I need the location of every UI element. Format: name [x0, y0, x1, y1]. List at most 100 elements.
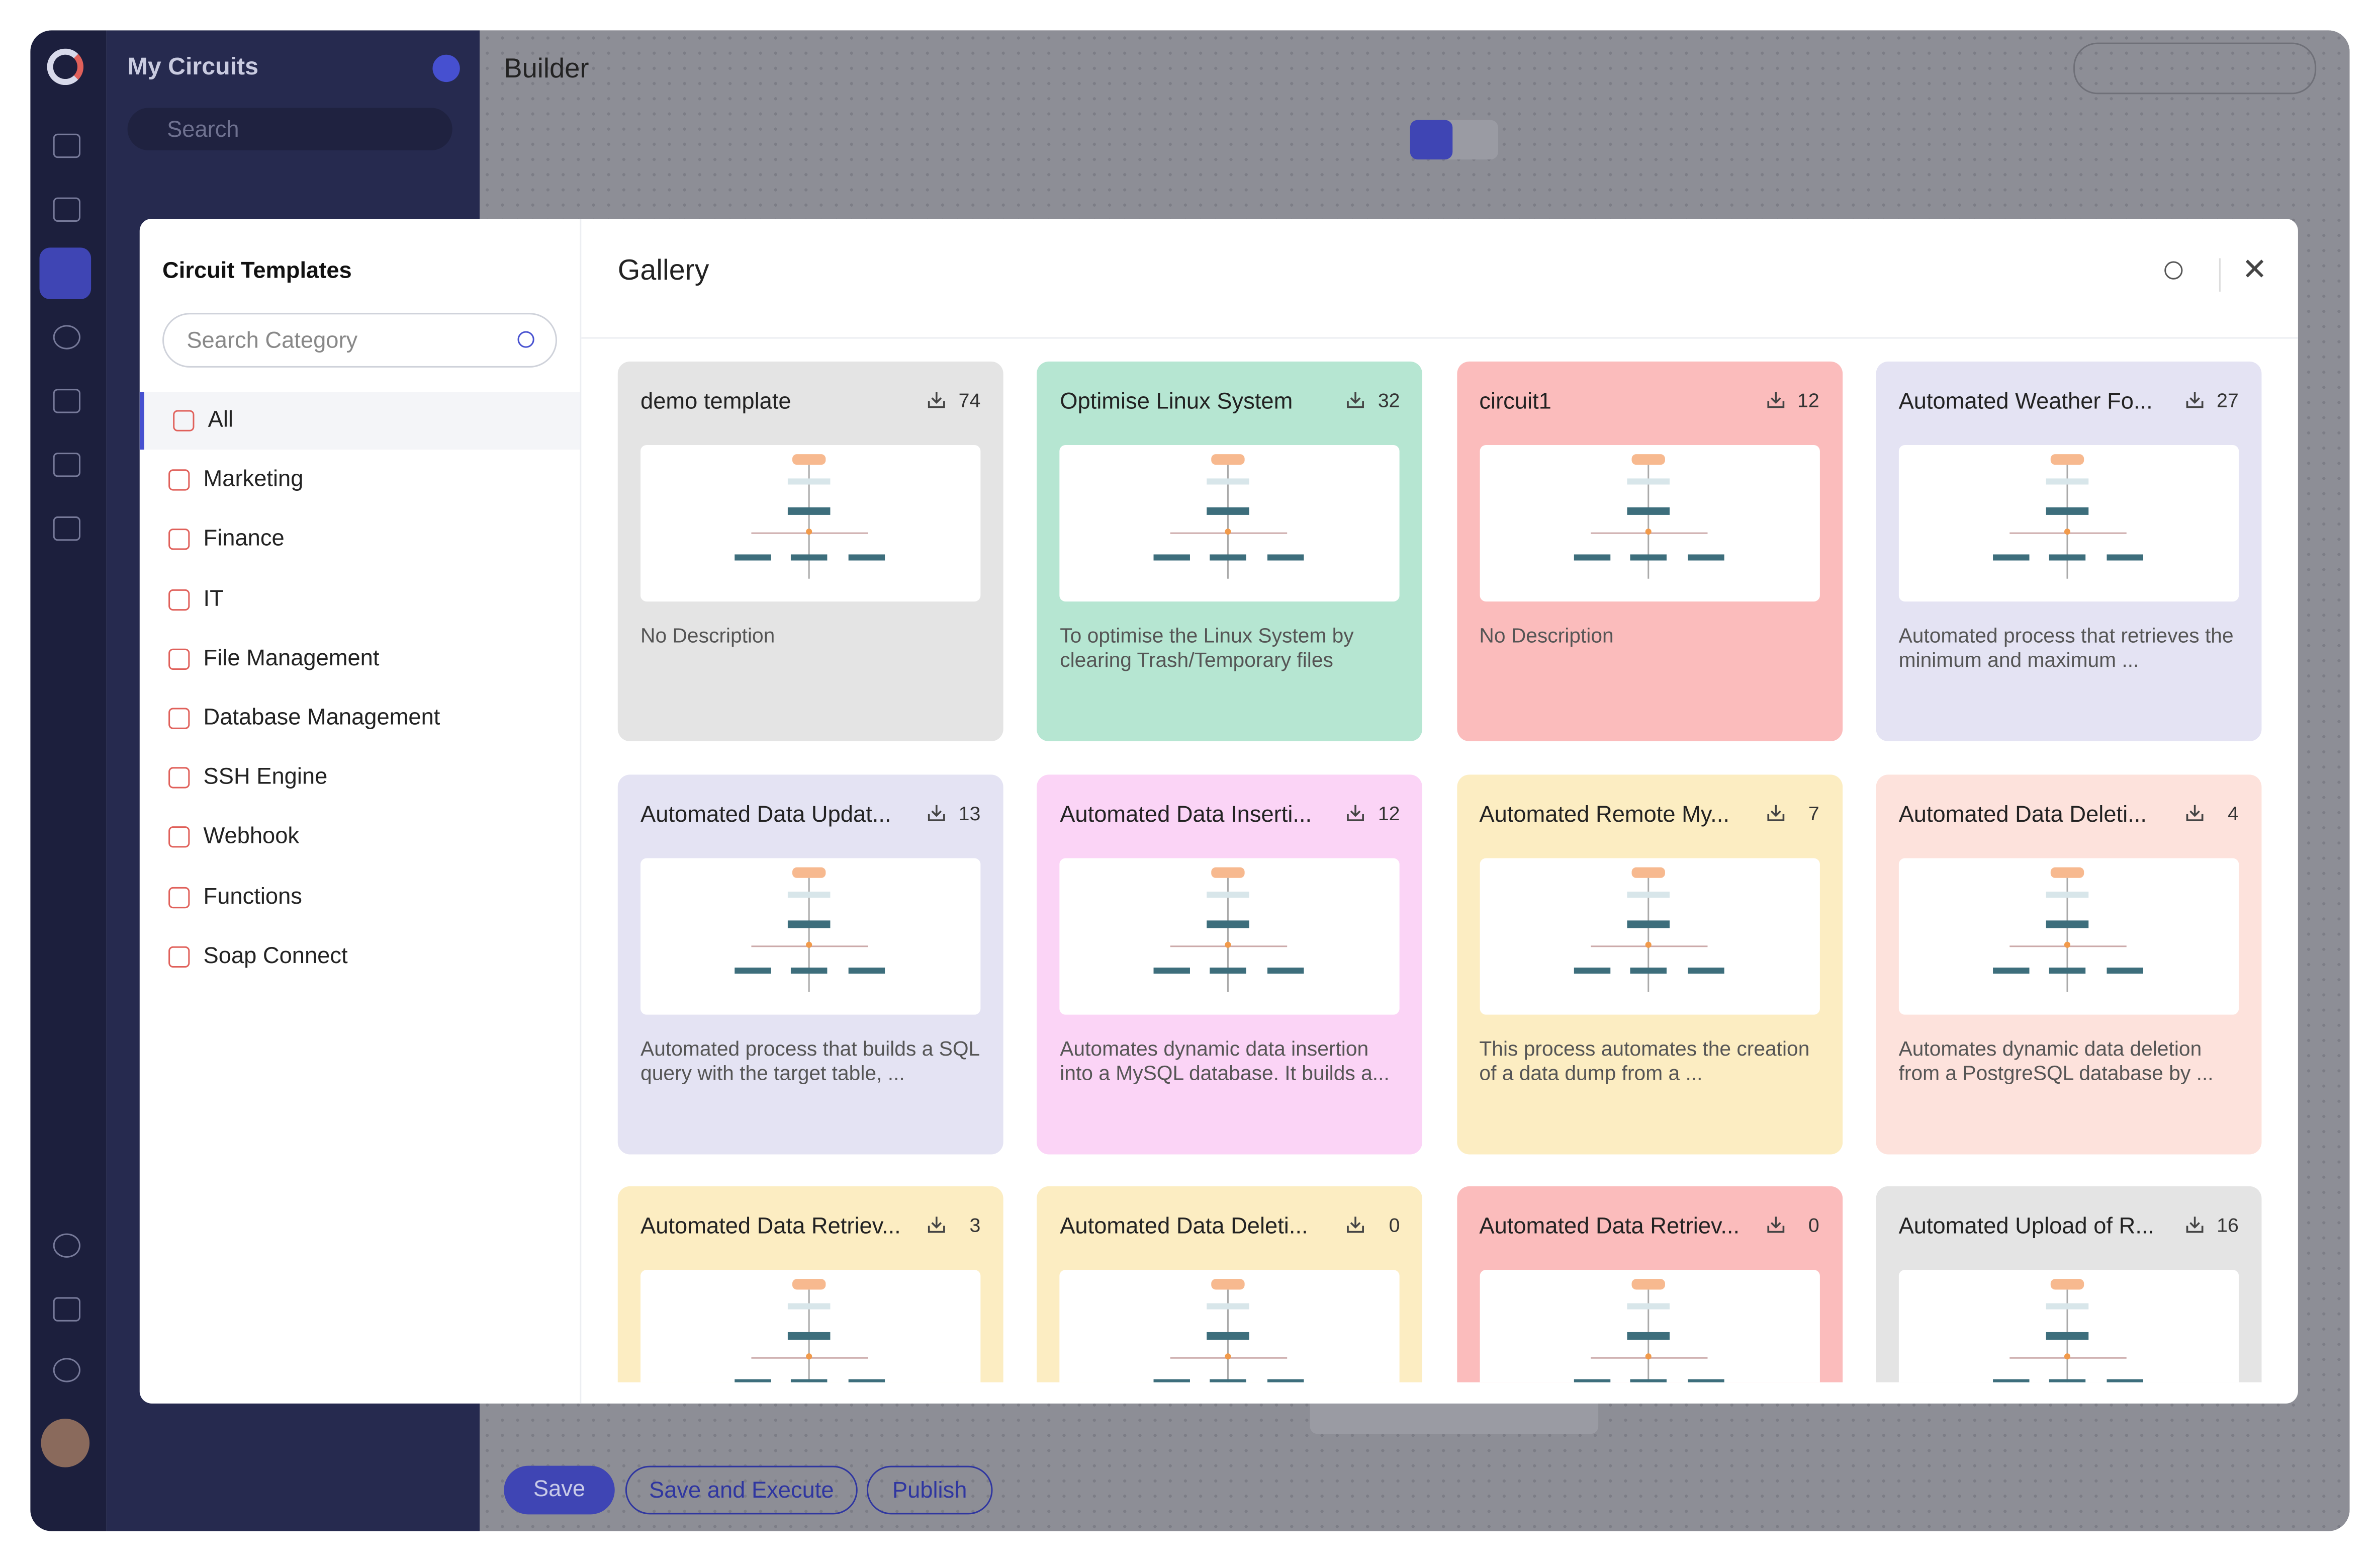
thumbnail: [735, 1279, 885, 1382]
category-item[interactable]: Marketing: [140, 452, 580, 509]
category-icon: [168, 469, 190, 491]
panel-title: Circuit Templates: [162, 258, 352, 284]
card-thumbnail: [1479, 1270, 1819, 1382]
download-count: 7: [1808, 801, 1819, 824]
card-description: No Description: [640, 624, 775, 647]
category-icon: [168, 767, 190, 789]
category-label: Marketing: [203, 466, 304, 493]
category-label: Soap Connect: [203, 943, 348, 969]
category-item[interactable]: All: [139, 392, 580, 450]
category-item[interactable]: IT: [140, 570, 580, 628]
category-label: SSH Engine: [203, 764, 328, 791]
category-label: Finance: [203, 526, 285, 552]
category-icon: [168, 529, 190, 551]
add-button[interactable]: [432, 54, 460, 82]
nav-icon[interactable]: [53, 1297, 81, 1322]
card-title: Automated Remote My...: [1479, 801, 1729, 827]
card-description: Automates dynamic data insertion into a …: [1060, 1036, 1390, 1084]
download-icon: [1767, 1217, 1784, 1233]
download-icon: [928, 392, 945, 408]
search-placeholder: Search: [167, 117, 239, 143]
download-count: 32: [1378, 389, 1400, 412]
card-title: Automated Data Retriev...: [640, 1213, 901, 1240]
mode-active[interactable]: [1410, 120, 1453, 160]
category-item[interactable]: File Management: [140, 630, 580, 688]
thumbnail: [735, 866, 885, 991]
footer-button[interactable]: Publish: [866, 1465, 993, 1515]
category-search[interactable]: Search Category: [162, 313, 558, 368]
thumbnail: [1992, 866, 2143, 991]
thumbnail: [1154, 454, 1305, 579]
nav-icon[interactable]: [53, 516, 81, 541]
close-button[interactable]: ✕: [2242, 253, 2267, 287]
category-item[interactable]: Finance: [140, 511, 580, 569]
card-thumbnail: [640, 445, 981, 602]
template-card[interactable]: Automated Data Retriev... 0: [1456, 1186, 1842, 1382]
card-title: Optimise Linux System: [1060, 389, 1293, 415]
category-label: File Management: [203, 645, 380, 671]
download-icon: [2186, 1217, 2204, 1233]
template-card[interactable]: Automated Remote My... 7 This process auto…: [1456, 773, 1842, 1154]
logo: [47, 48, 84, 85]
template-card[interactable]: Optimise Linux System 32 To optimise the L…: [1037, 361, 1423, 741]
download-count: 16: [2217, 1213, 2239, 1237]
sidebar-search[interactable]: Search: [127, 108, 452, 151]
thumbnail: [735, 454, 885, 579]
nav-icon[interactable]: [53, 197, 81, 222]
template-card[interactable]: Automated Upload of R... 16: [1876, 1186, 2262, 1382]
card-thumbnail: [1479, 857, 1819, 1014]
avatar[interactable]: [41, 1419, 90, 1467]
nav-icon[interactable]: [53, 1233, 81, 1258]
view-toggle[interactable]: [2073, 42, 2317, 95]
category-icon: [168, 708, 190, 729]
search-button[interactable]: [2164, 261, 2183, 280]
thumbnail: [1573, 1279, 1724, 1382]
category-icon: [168, 648, 190, 670]
nav-icon[interactable]: [53, 453, 81, 477]
card-title: Automated Data Deleti...: [1898, 801, 2147, 827]
card-title: Automated Data Inserti...: [1060, 801, 1312, 827]
gallery-title: Gallery: [617, 255, 709, 287]
thumbnail: [1573, 454, 1724, 579]
thumbnail: [1992, 454, 2143, 579]
download-count: 74: [958, 389, 981, 412]
category-item[interactable]: Soap Connect: [140, 928, 580, 986]
card-thumbnail: [1060, 857, 1400, 1014]
template-card[interactable]: Automated Data Deleti... 0: [1037, 1186, 1423, 1382]
category-label: All: [208, 407, 233, 433]
card-thumbnail: [640, 857, 981, 1014]
page-title: Builder: [504, 53, 589, 84]
template-card[interactable]: Automated Weather Fo... 27 Automated proce…: [1876, 361, 2262, 741]
footer-button[interactable]: Save: [504, 1465, 615, 1515]
card-title: Automated Data Deleti...: [1060, 1213, 1308, 1240]
download-count: 12: [1797, 389, 1819, 412]
category-item[interactable]: Webhook: [140, 809, 580, 866]
footer-button[interactable]: Save and Execute: [625, 1465, 858, 1515]
download-count: 3: [969, 1213, 981, 1237]
category-item[interactable]: Functions: [140, 868, 580, 926]
nav-icon[interactable]: [53, 1358, 81, 1382]
template-card[interactable]: Automated Data Inserti... 12 Automates dyn…: [1037, 773, 1423, 1154]
category-icon: [168, 946, 190, 968]
template-card[interactable]: Automated Data Retriev... 3: [617, 1186, 1003, 1382]
category-item[interactable]: Database Management: [140, 689, 580, 747]
download-icon: [928, 804, 945, 821]
template-card[interactable]: circuit1 12 No Description: [1456, 361, 1842, 741]
mode-switch: [1410, 120, 1498, 160]
nav-icon[interactable]: [53, 325, 81, 350]
template-card[interactable]: demo template 74 No Description: [617, 361, 1003, 741]
download-count: 0: [1389, 1213, 1400, 1237]
nav-icon[interactable]: [53, 389, 81, 413]
category-item[interactable]: SSH Engine: [140, 749, 580, 807]
card-title: demo template: [640, 389, 791, 415]
template-card[interactable]: Automated Data Updat... 13 Automated proce…: [617, 773, 1003, 1154]
search-icon: [517, 331, 534, 348]
card-description: Automated process that retrieves the min…: [1898, 624, 2234, 672]
template-card[interactable]: Automated Data Deleti... 4 Automates dynam…: [1876, 773, 2262, 1154]
card-thumbnail: [640, 1270, 981, 1382]
card-thumbnail: [1898, 1270, 2239, 1382]
nav-icon-active[interactable]: [39, 247, 91, 300]
download-count: 27: [2217, 389, 2239, 412]
nav-icon[interactable]: [53, 133, 81, 158]
card-description: To optimise the Linux System by clearing…: [1060, 624, 1354, 672]
